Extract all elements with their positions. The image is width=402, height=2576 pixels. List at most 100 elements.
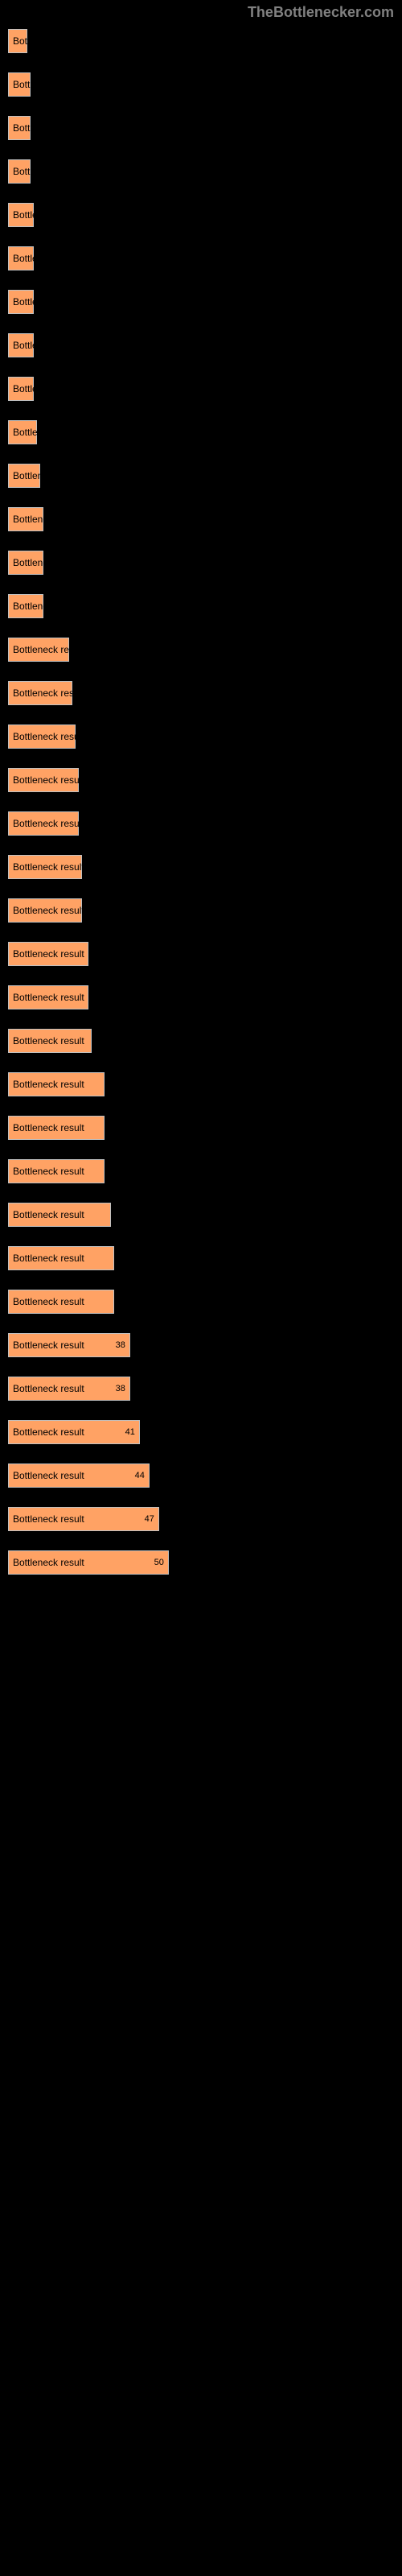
bar-wrapper: Bottleneck result 44 <box>8 1463 394 1488</box>
bar-row: 11Bottleneck result <box>8 551 394 575</box>
chart-bar: Bottleneck result41 <box>8 1420 140 1444</box>
bar-row: 21Bottleneck result <box>8 724 394 749</box>
bar-label: Bottleneck result <box>13 905 84 916</box>
chart-bar: Bottleneck result <box>8 898 82 923</box>
bar-label: Bottleneck result <box>13 79 84 90</box>
bar-wrapper: 26 Bottleneck result <box>8 1029 394 1053</box>
bar-row: 8Bottleneck result <box>8 333 394 357</box>
bar-label: Bottleneck result <box>13 1340 84 1351</box>
bar-row: 7Bottleneck result <box>8 116 394 140</box>
bar-label: Bottleneck result <box>13 470 84 481</box>
chart-bar: Bottleneck result <box>8 290 34 314</box>
bars-area: 6Bottleneck result 7Bottleneck result 7Bot… <box>8 29 394 1575</box>
chart-bar: Bottleneck result <box>8 768 79 792</box>
bar-row: Bottleneck result47 <box>8 1507 394 1531</box>
chart-bar: Bottleneck result <box>8 594 43 618</box>
chart-bar: Bottleneck result <box>8 464 40 488</box>
bar-label: Bottleneck result <box>13 1470 84 1481</box>
bar-row: 7Bottleneck result <box>8 72 394 97</box>
bar-value: 50 <box>154 1558 164 1567</box>
bar-row: 6Bottleneck result <box>8 29 394 53</box>
bar-label: Bottleneck result <box>13 687 84 699</box>
bar-wrapper: 9Bottleneck result <box>8 420 394 444</box>
bar-wrapper: 8Bottleneck result <box>8 377 394 401</box>
bar-wrapper: 7Bottleneck result <box>8 72 394 97</box>
bar-row: 33Bottleneck result <box>8 1290 394 1314</box>
bar-label: Bottleneck result <box>13 948 84 960</box>
bar-label: Bottleneck result <box>13 992 84 1003</box>
bar-value: 38 <box>116 1340 125 1350</box>
chart-bar: Bottleneck result <box>8 1290 114 1314</box>
bar-label: Bottleneck result <box>13 1383 84 1394</box>
bar-label: Bottleneck result <box>13 1079 84 1090</box>
bar-label: Bottleneck result <box>13 861 84 873</box>
bar-wrapper: 23Bottleneck result <box>8 855 394 879</box>
chart-bar: Bottleneck result 38 <box>8 1377 130 1401</box>
bar-label: Bottleneck result <box>13 122 84 134</box>
bar-label: Bottleneck result <box>13 601 84 612</box>
bar-label: Bottleneck result <box>13 340 84 351</box>
bar-row: 11Bottleneck result <box>8 594 394 618</box>
chart-bar: Bottleneck result <box>8 420 37 444</box>
bar-wrapper: 11Bottleneck result <box>8 551 394 575</box>
bar-row: 32 Bottleneck result <box>8 1203 394 1227</box>
bar-label: Bottleneck result <box>13 1296 84 1307</box>
bar-row: 20Bottleneck result <box>8 681 394 705</box>
chart-bar: Bottleneck result <box>8 246 34 270</box>
chart-bar: Bottleneck result <box>8 724 76 749</box>
bar-value: 32 <box>115 1210 125 1220</box>
bar-row: 7Bottleneck result <box>8 159 394 184</box>
bar-value: 26 <box>96 1036 105 1046</box>
bar-row: 23Bottleneck result <box>8 855 394 879</box>
chart-bar: Bottleneck result <box>8 72 31 97</box>
bar-wrapper: 7Bottleneck result <box>8 116 394 140</box>
bar-row: 33Bottleneck result <box>8 1246 394 1270</box>
bar-value: 38 <box>116 1384 125 1393</box>
bar-wrapper: 30Bottleneck result <box>8 1159 394 1183</box>
bar-label: Bottleneck result <box>13 383 84 394</box>
chart-bar: Bottleneck result <box>8 1072 105 1096</box>
bar-wrapper: Bottleneck result 38 <box>8 1333 394 1357</box>
bar-label: Bottleneck result <box>13 514 84 525</box>
bar-row: 22Bottleneck result <box>8 768 394 792</box>
bar-row: Bottleneck result41 <box>8 1420 394 1444</box>
chart-bar: Bottleneck result <box>8 942 88 966</box>
bar-label: Bottleneck result <box>13 427 84 438</box>
bar-label: Bottleneck result <box>13 1426 84 1438</box>
bar-row: 23Bottleneck result <box>8 898 394 923</box>
bar-label: Bottleneck result <box>13 1253 84 1264</box>
bar-wrapper: 8Bottleneck result <box>8 333 394 357</box>
bar-row: 19Bottleneck result <box>8 638 394 662</box>
chart-bar: Bottleneck result <box>8 811 79 836</box>
bar-wrapper: 25Bottleneck result <box>8 942 394 966</box>
bar-wrapper: 19Bottleneck result <box>8 638 394 662</box>
bar-wrapper: 8Bottleneck result <box>8 203 394 227</box>
chart-bar: Bottleneck result <box>8 1246 114 1270</box>
bar-wrapper: 23Bottleneck result <box>8 898 394 923</box>
bar-value: 47 <box>145 1514 154 1524</box>
chart-bar: Bottleneck result <box>8 1203 111 1227</box>
bar-row: 26 Bottleneck result <box>8 1029 394 1053</box>
bar-label: Bottleneck result <box>13 774 84 786</box>
chart-bar: Bottleneck result 38 <box>8 1333 130 1357</box>
chart-bar: Bottleneck result <box>8 681 72 705</box>
chart-bar: Bottleneck result <box>8 29 27 53</box>
bar-row: 8Bottleneck result <box>8 246 394 270</box>
bar-label: Bottleneck result <box>13 818 84 829</box>
bar-label: Bottleneck result <box>13 557 84 568</box>
bar-wrapper: 30Bottleneck result <box>8 1072 394 1096</box>
bar-value: 23 <box>86 862 96 872</box>
bar-value: 44 <box>135 1471 145 1480</box>
bar-row: Bottleneck result 44 <box>8 1463 394 1488</box>
chart-bar: Bottleneck result <box>8 1029 92 1053</box>
bar-row: 25Bottleneck result <box>8 985 394 1009</box>
bar-label: Bottleneck result <box>13 1035 84 1046</box>
bar-wrapper: 11Bottleneck result <box>8 594 394 618</box>
bar-row: 10Bottleneck result <box>8 464 394 488</box>
bar-row: Bottleneck result50 <box>8 1550 394 1575</box>
chart-container: 6Bottleneck result 7Bottleneck result 7Bot… <box>0 0 402 1610</box>
bar-row: 25Bottleneck result <box>8 942 394 966</box>
bar-wrapper: 7Bottleneck result <box>8 159 394 184</box>
bar-row: 22Bottleneck result <box>8 811 394 836</box>
bar-label: Bottleneck result <box>13 1166 84 1177</box>
